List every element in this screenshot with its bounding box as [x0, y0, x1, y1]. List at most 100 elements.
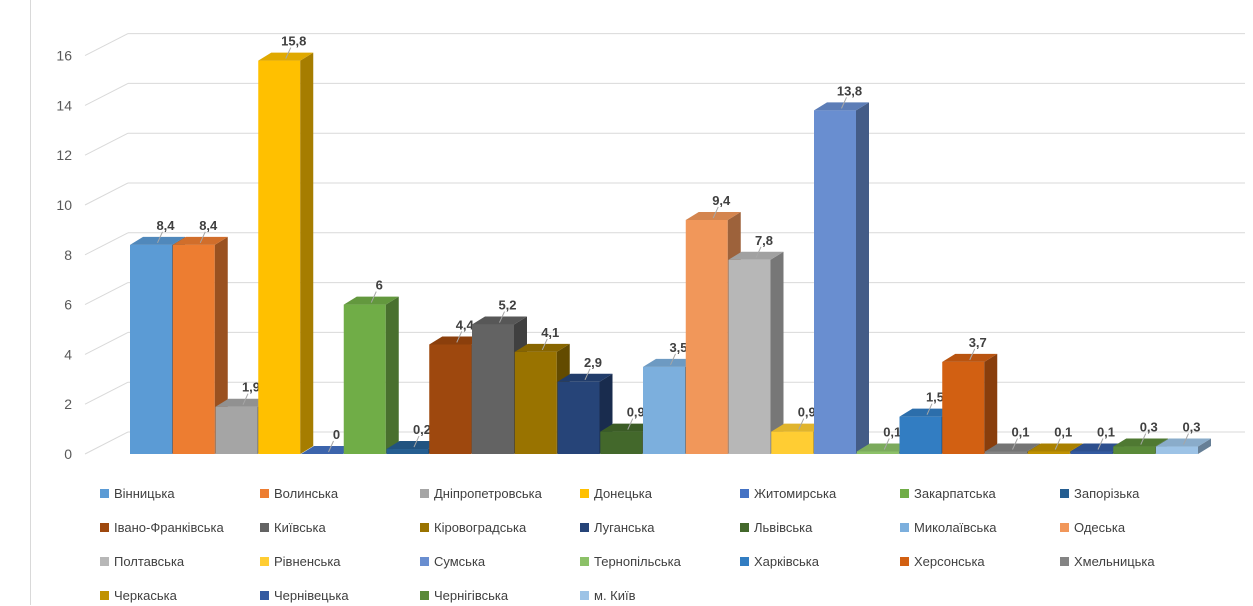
legend-label: Івано-Франківська: [114, 519, 224, 535]
legend-item: Запорізька: [1060, 483, 1139, 503]
legend-item: Волинська: [260, 483, 338, 503]
legend-item: Одеська: [1060, 517, 1125, 537]
legend-label: Тернопільська: [594, 554, 681, 570]
data-label-leader: [798, 418, 805, 430]
data-label: 0,9: [627, 405, 645, 420]
data-label: 3,5: [669, 340, 687, 355]
y-tick-label: 14: [56, 97, 72, 113]
bar: [814, 102, 869, 454]
data-label: 5,2: [498, 298, 516, 313]
legend-swatch: [100, 488, 109, 498]
data-label: 1,9: [242, 380, 260, 395]
data-label-leader: [541, 338, 548, 351]
data-label-leader: [285, 47, 292, 59]
legend-item: Луганська: [580, 517, 655, 537]
legend-item: м. Київ: [580, 586, 636, 606]
legend-label: Донецька: [594, 485, 653, 501]
legend-item: Херсонська: [900, 552, 985, 572]
legend-swatch: [420, 557, 429, 567]
legend-label: Вінницька: [114, 485, 175, 501]
data-label-leader: [242, 393, 249, 405]
legend-swatch: [260, 522, 269, 532]
y-tick-label: 4: [64, 346, 72, 362]
legend-swatch: [100, 591, 109, 601]
legend-item: Вінницька: [100, 483, 175, 503]
legend-label: Житомирська: [754, 485, 837, 501]
bar: [258, 52, 314, 455]
data-label-leader: [883, 438, 890, 450]
data-label-leader: [157, 231, 163, 244]
data-label-leader: [499, 311, 505, 323]
legend-item: Львівська: [740, 517, 812, 537]
bar: [942, 353, 998, 454]
data-label: 0,1: [1011, 425, 1029, 440]
y-tick-label: 12: [56, 147, 72, 163]
legend-label: Закарпатська: [914, 485, 996, 501]
data-label-leader: [370, 291, 377, 303]
legend-swatch: [260, 488, 269, 498]
legend-item: Київська: [260, 517, 326, 537]
data-label: 4,1: [541, 325, 559, 340]
data-label: 3,7: [969, 335, 987, 350]
data-label: 4,4: [456, 317, 475, 332]
legend-item: Хмельницька: [1060, 552, 1155, 572]
legend-item: Сумська: [420, 552, 485, 572]
gridline: [84, 33, 1245, 57]
legend-label: Черкаська: [114, 588, 177, 604]
chart-plot: 0 2 4 6 8 10 12 14 16 8,4 8,4 1,9 15,8 0 6 0,2 4,4 5,2 4,1…: [56, 33, 1245, 462]
legend-item: Чернівецька: [260, 586, 349, 606]
legend-swatch: [740, 557, 749, 567]
data-label: 0: [333, 427, 340, 442]
bar: [343, 296, 399, 454]
gridline: [84, 82, 1245, 106]
legend-swatch: [420, 591, 429, 601]
legend-swatch: [1060, 488, 1069, 498]
data-label: 1,5: [926, 390, 944, 405]
legend-label: Волинська: [274, 485, 339, 501]
legend-label: Чернігівська: [434, 588, 509, 604]
y-tick-label: 2: [64, 396, 72, 412]
legend-swatch: [900, 557, 909, 567]
legend-swatch: [1060, 557, 1069, 567]
legend-label: Київська: [274, 519, 326, 535]
legend-label: м. Київ: [594, 588, 636, 604]
legend-label: Полтавська: [114, 554, 185, 570]
data-label-leader: [755, 246, 762, 258]
legend-swatch: [900, 488, 909, 498]
legend-label: Луганська: [594, 519, 655, 535]
data-label: 8,4: [156, 218, 175, 233]
y-tick-label: 10: [56, 197, 72, 213]
legend-label: Одеська: [1074, 519, 1126, 535]
data-label-leader: [627, 418, 634, 430]
data-label-leader: [670, 353, 676, 366]
legend-item: Харківська: [740, 552, 819, 572]
legend-swatch: [580, 557, 589, 567]
legend-swatch: [420, 488, 429, 498]
legend-label: Хмельницька: [1074, 554, 1155, 570]
data-label: 0,3: [1140, 420, 1158, 435]
data-label: 0,1: [883, 425, 901, 440]
data-label: 0,1: [1054, 425, 1072, 440]
gridline: [84, 182, 1245, 206]
data-label: 0,1: [1097, 425, 1115, 440]
legend-swatch: [580, 522, 589, 532]
data-label-leader: [1097, 438, 1104, 450]
legend-label: Дніпропетровська: [434, 485, 542, 501]
data-label: 0,9: [798, 405, 816, 420]
data-label-leader: [413, 435, 420, 448]
data-label: 2,9: [584, 355, 602, 370]
data-label-leader: [1054, 438, 1061, 450]
bar: [301, 446, 356, 454]
legend-item: Житомирська: [740, 483, 836, 503]
legend-swatch: [740, 488, 749, 498]
data-label: 9,4: [712, 193, 731, 208]
data-label-leader: [926, 403, 933, 415]
legend-swatch: [100, 522, 109, 532]
data-label: 8,4: [199, 218, 218, 233]
bar: [1156, 438, 1211, 454]
data-label-leader: [712, 206, 719, 219]
legend-label: Чернівецька: [274, 588, 349, 604]
legend-swatch: [420, 522, 429, 532]
legend-swatch: [260, 557, 269, 567]
legend-swatch: [100, 557, 109, 567]
